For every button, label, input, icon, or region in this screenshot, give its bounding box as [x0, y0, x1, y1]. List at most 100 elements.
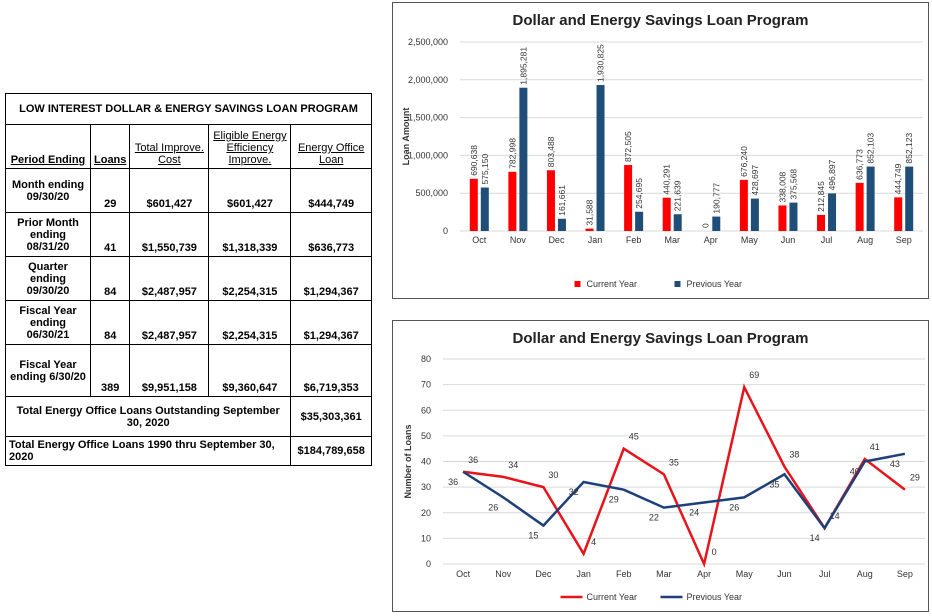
table-cell: $1,294,367	[290, 256, 372, 301]
value-label: 440,291	[662, 164, 672, 195]
value-label: 375,568	[788, 169, 798, 200]
y-tick-label: 30	[421, 482, 431, 492]
value-label: 782,998	[507, 138, 517, 169]
x-tick-label: Dec	[535, 569, 552, 579]
bar	[596, 85, 605, 231]
y-tick-label: 20	[421, 508, 431, 518]
legend-swatch	[574, 281, 581, 287]
table-cell: 84	[89, 300, 131, 345]
chart-title: Dollar and Energy Savings Loan Program	[513, 330, 809, 347]
x-tick-label: May	[741, 235, 759, 245]
table-cell: Quarter ending 09/30/20	[5, 256, 91, 301]
bar	[673, 214, 682, 231]
x-tick-label: Jul	[819, 569, 831, 579]
value-label: 22	[649, 513, 659, 523]
x-tick-label: Oct	[456, 569, 471, 579]
y-tick-label: 40	[421, 457, 431, 467]
value-label: 636,773	[855, 149, 865, 180]
total-label: Total Energy Office Loans 1990 thru Sept…	[4, 436, 292, 466]
bar	[778, 205, 787, 231]
value-label: 690,638	[469, 145, 479, 176]
value-label: 575,150	[480, 154, 490, 185]
chart: Dollar and Energy Savings Loan Program Nu…	[403, 330, 925, 602]
y-tick-label: 2,500,000	[408, 37, 448, 47]
value-label: 254,695	[634, 178, 644, 209]
y-tick-label: 0	[443, 226, 448, 236]
table-cell: 84	[89, 256, 131, 301]
value-label: 41	[870, 442, 880, 452]
value-label: 15	[528, 531, 538, 541]
value-label: 69	[749, 370, 759, 380]
legend-label: Current Year	[587, 279, 638, 289]
x-tick-label: Oct	[472, 235, 487, 245]
table-cell: $2,254,315	[208, 256, 292, 301]
table-title: LOW INTEREST DOLLAR & ENERGY SAVINGS LOA…	[5, 93, 372, 125]
x-tick-label: Jun	[781, 235, 796, 245]
legend-label: Current Year	[587, 592, 638, 602]
x-tick-label: Jan	[588, 235, 603, 245]
y-tick-label: 80	[421, 354, 431, 364]
x-tick-label: Mar	[664, 235, 680, 245]
table-cell: $601,427	[129, 168, 210, 213]
summary-table: LOW INTEREST DOLLAR & ENERGY SAVINGS LOA…	[4, 93, 372, 466]
value-label: 0	[700, 223, 710, 228]
bar	[739, 179, 748, 231]
table-cell: $1,294,367	[290, 300, 372, 345]
bar	[635, 211, 644, 231]
value-label: 45	[629, 432, 639, 442]
x-tick-label: Apr	[704, 235, 718, 245]
x-tick-label: Jul	[821, 235, 833, 245]
table-body: Month ending 09/30/20 29 $601,427 $601,427 $…	[5, 168, 372, 397]
table-cell: $6,719,353	[290, 344, 372, 397]
table-cell: Month ending 09/30/20	[5, 168, 91, 213]
table-cell: 29	[89, 168, 131, 213]
y-tick-label: 500,000	[415, 188, 448, 198]
value-label: 428,697	[750, 165, 760, 196]
value-label: 36	[468, 455, 478, 465]
legend-label: Previous Year	[687, 592, 743, 602]
bar	[905, 166, 914, 231]
header-cell: Energy Office Loan	[297, 142, 365, 166]
bar	[508, 171, 517, 231]
y-axis-label: Number of Loans	[403, 424, 413, 498]
table-cell: $9,360,647	[208, 344, 292, 397]
value-label: 35	[769, 479, 779, 489]
table-cell: Prior Month ending 08/31/20	[5, 212, 91, 257]
y-tick-label: 70	[421, 380, 431, 390]
value-label: 30	[548, 470, 558, 480]
bar	[519, 87, 528, 231]
value-label: 852,103	[866, 133, 876, 164]
x-tick-label: Dec	[548, 235, 565, 245]
value-label: 29	[910, 473, 920, 483]
y-tick-label: 1,000,000	[408, 150, 448, 160]
header-cell: Total Improve. Cost	[134, 142, 204, 166]
bar	[750, 198, 759, 231]
table-cell: Fiscal Year ending 6/30/20	[5, 344, 91, 397]
bar	[789, 202, 798, 231]
value-label: 26	[488, 502, 498, 512]
value-label: 24	[689, 508, 699, 518]
value-label: 803,488	[546, 136, 556, 167]
x-tick-label: Jun	[777, 569, 792, 579]
value-label: 496,897	[827, 159, 837, 190]
x-tick-label: Nov	[495, 569, 512, 579]
x-tick-label: Mar	[656, 569, 672, 579]
table-cell: $636,773	[290, 212, 372, 257]
table-cell: $2,487,957	[129, 256, 210, 301]
table-cell: $601,427	[208, 168, 292, 213]
bar	[828, 193, 837, 231]
bar	[624, 165, 633, 231]
value-label: 29	[609, 495, 619, 505]
value-label: 190,777	[711, 183, 721, 214]
chart: Dollar and Energy Savings Loan Program Lo…	[401, 12, 923, 289]
x-tick-label: May	[736, 569, 754, 579]
table-cell: $2,254,315	[208, 300, 292, 345]
value-label: 14	[810, 533, 820, 543]
value-label: 40	[850, 467, 860, 477]
header-cell: Period Ending	[10, 154, 86, 166]
table-cell: $1,318,339	[208, 212, 292, 257]
y-tick-label: 1,500,000	[408, 113, 448, 123]
value-label: 852,123	[904, 133, 914, 164]
y-tick-label: 60	[421, 405, 431, 415]
y-tick-label: 2,000,000	[408, 75, 448, 85]
